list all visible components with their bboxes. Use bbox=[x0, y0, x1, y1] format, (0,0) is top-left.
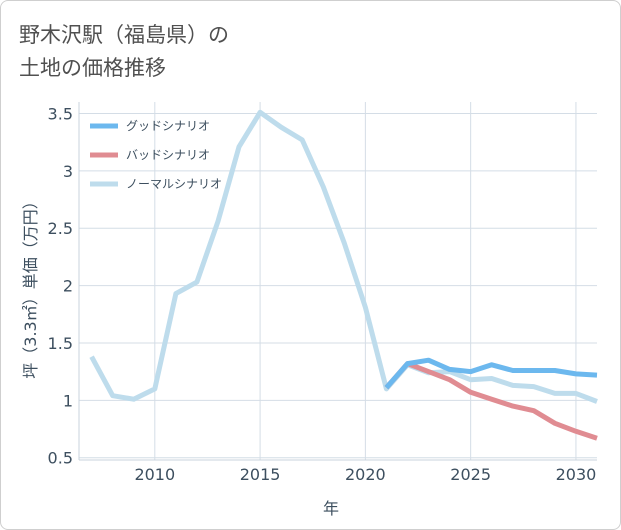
x-tick-label: 2020 bbox=[345, 465, 386, 484]
chart-title: 野木沢駅（福島県）の 土地の価格推移 bbox=[19, 19, 229, 85]
chart-title-line1: 野木沢駅（福島県）の bbox=[19, 23, 229, 47]
y-tick-label: 0.5 bbox=[48, 449, 73, 468]
y-axis-title: 坪（3.3㎡）単価（万円） bbox=[21, 193, 40, 378]
axes: 2010 2015 2020 2025 2030 0.5 1 1.5 2 2.5 3 3.5 bbox=[48, 102, 597, 484]
chart-title-line2: 土地の価格推移 bbox=[19, 56, 166, 80]
x-tick-label: 2015 bbox=[240, 465, 281, 484]
legend-label-0: グッドシナリオ bbox=[126, 119, 210, 133]
legend-label-2: ノーマルシナリオ bbox=[126, 177, 222, 191]
y-tick-label: 2.5 bbox=[48, 219, 73, 238]
x-tick-label: 2025 bbox=[450, 465, 491, 484]
series-lines bbox=[89, 109, 598, 441]
y-tick-label: 3.5 bbox=[48, 104, 73, 123]
y-tick-label: 1 bbox=[63, 391, 73, 410]
y-tick-label: 1.5 bbox=[48, 334, 73, 353]
series-line-0 bbox=[384, 357, 598, 390]
x-tick-label: 2010 bbox=[134, 465, 175, 484]
legend-label-1: バッドシナリオ bbox=[126, 148, 210, 162]
series-line-1 bbox=[384, 361, 598, 441]
x-axis-title: 年 bbox=[323, 499, 339, 518]
y-tick-label: 3 bbox=[63, 162, 73, 181]
y-tick-label: 2 bbox=[63, 277, 73, 296]
series-line-2 bbox=[89, 109, 598, 404]
x-tick-label: 2030 bbox=[556, 465, 597, 484]
